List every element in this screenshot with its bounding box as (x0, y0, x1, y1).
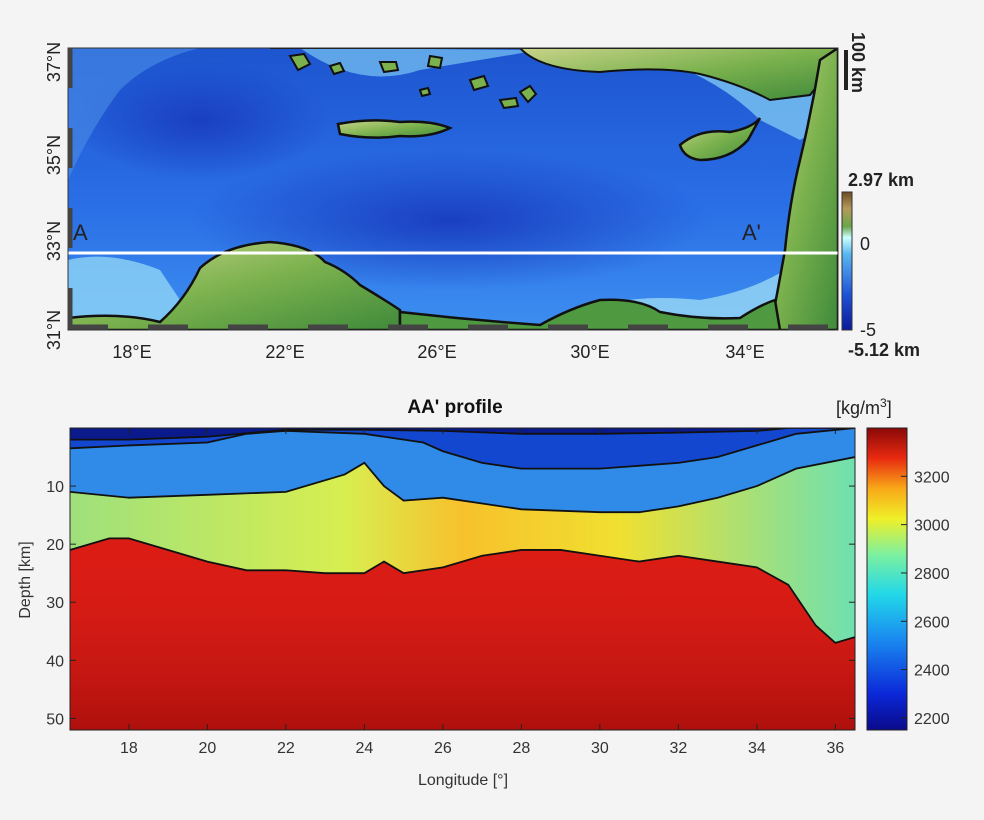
colorbar-tick-label: 3000 (914, 518, 950, 535)
x-tick-label: 18 (120, 740, 138, 757)
x-tick-label: 24 (355, 740, 373, 757)
x-tick-label: 22 (277, 740, 295, 757)
latitude-ticks: 37°N 35°N 33°N 31°N (44, 42, 64, 350)
section-start-label: A (73, 220, 88, 245)
scale-bar-label: 100 km (848, 32, 868, 93)
y-tick-label: 20 (46, 537, 64, 554)
x-tick-label: 32 (669, 740, 687, 757)
profile-frame (69, 427, 856, 731)
colorbar-tick-label: 2400 (914, 663, 950, 680)
x-axis-label: Longitude [°] (418, 772, 508, 789)
profile-title: AA' profile (407, 397, 502, 418)
map-frame (67, 47, 839, 331)
elevation-tick-min: -5 (860, 320, 876, 340)
elevation-min-label: -5.12 km (848, 340, 920, 360)
x-tick-label: 28 (512, 740, 530, 757)
boundary-mantle (70, 537, 855, 644)
lat-tick: 35°N (44, 135, 64, 175)
x-tick-label: 20 (198, 740, 216, 757)
lon-tick: 26°E (417, 342, 456, 362)
mantle-shading (70, 538, 855, 730)
elevation-max-label: 2.97 km (848, 170, 914, 190)
lat-tick: 31°N (44, 310, 64, 350)
colorbar-tick-label: 2800 (914, 566, 950, 583)
longitude-ticks: 18°E 22°E 26°E 30°E 34°E (112, 342, 764, 362)
y-tick-label: 10 (46, 479, 64, 496)
y-tick-label: 30 (46, 595, 64, 612)
colorbar-tick-label: 2600 (914, 614, 950, 631)
lon-tick: 18°E (112, 342, 151, 362)
colorbar-tick-label: 3200 (914, 469, 950, 486)
section-end-label: A' (742, 220, 761, 245)
bathymetry-map (68, 48, 838, 330)
lat-tick: 37°N (44, 42, 64, 82)
elevation-colorbar (841, 191, 853, 331)
boundary-middle-crust (70, 456, 855, 514)
boundary-upper-crust (70, 428, 855, 470)
boundary-sediment-top (70, 428, 855, 441)
lon-tick: 22°E (265, 342, 304, 362)
map-ticks (67, 48, 838, 330)
profile-layers (70, 428, 855, 730)
y-tick-label: 40 (46, 653, 64, 670)
x-tick-label: 26 (434, 740, 452, 757)
y-tick-label: 50 (46, 711, 64, 728)
density-colorbar (866, 427, 908, 731)
density-colorbar-label: [kg/m3] (836, 396, 892, 418)
lon-tick: 30°E (570, 342, 609, 362)
y-axis-label: Depth [km] (17, 541, 34, 618)
x-tick-label: 30 (591, 740, 609, 757)
lon-tick: 34°E (725, 342, 764, 362)
profile-ticks: 18 20 22 24 26 28 30 32 34 36 10 20 30 40 50 (46, 428, 855, 757)
colorbar-tick-label: 2200 (914, 711, 950, 728)
density-colorbar-ticks: 2200 2400 2600 2800 3000 3200 (901, 469, 950, 728)
x-tick-label: 36 (826, 740, 844, 757)
elevation-tick-0: 0 (860, 234, 870, 254)
lat-tick: 33°N (44, 221, 64, 261)
x-tick-label: 34 (748, 740, 766, 757)
